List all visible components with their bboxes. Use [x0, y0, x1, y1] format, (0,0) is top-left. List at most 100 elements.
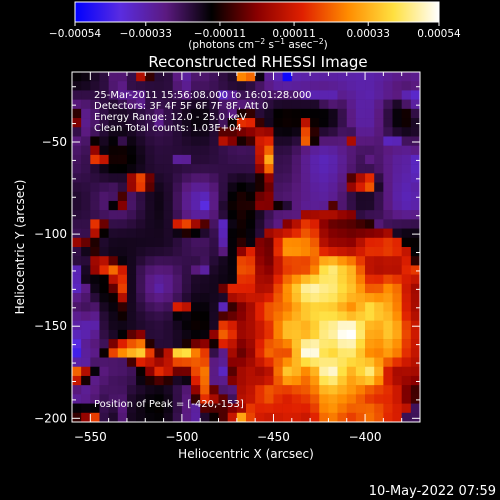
heatmap-cell: [200, 394, 210, 404]
heatmap-cell: [218, 72, 228, 82]
heatmap-cell: [328, 329, 338, 340]
heatmap-cell: [264, 394, 274, 404]
heatmap-cell: [200, 311, 210, 321]
heatmap-cell: [355, 200, 366, 211]
heatmap-cell: [282, 311, 293, 321]
heatmap-cell: [383, 385, 393, 395]
heatmap-cell: [300, 99, 311, 110]
heatmap-cell: [227, 200, 238, 211]
heatmap-cell: [346, 108, 357, 119]
heatmap-cell: [72, 145, 82, 156]
heatmap-cell: [163, 200, 174, 211]
heatmap-cell: [310, 274, 320, 285]
heatmap-cell: [108, 99, 119, 110]
heatmap-cell: [300, 136, 311, 146]
heatmap-cell: [154, 72, 164, 82]
heatmap-cell: [145, 412, 155, 422]
heatmap-cell: [81, 274, 91, 285]
heatmap-cell: [209, 412, 219, 422]
heatmap-cell: [310, 136, 320, 146]
heatmap-cell: [383, 394, 393, 404]
heatmap-cell: [81, 108, 91, 119]
heatmap-cell: [264, 274, 274, 285]
heatmap-cell: [291, 357, 302, 368]
heatmap-cell: [273, 302, 283, 312]
heatmap-cell: [191, 375, 201, 386]
x-tick-label: −450: [257, 430, 290, 444]
heatmap-cell: [300, 329, 311, 340]
heatmap-cell: [273, 145, 283, 156]
heatmap-cell: [246, 182, 256, 193]
heatmap-cell: [218, 154, 228, 165]
heatmap-cell: [227, 219, 238, 229]
heatmap-cell: [163, 210, 174, 220]
heatmap-cell: [291, 154, 302, 165]
heatmap-cell: [264, 256, 274, 266]
heatmap-cell: [136, 311, 146, 321]
heatmap-cell: [319, 81, 329, 91]
heatmap-cell: [374, 357, 384, 368]
heatmap-cell: [246, 136, 256, 146]
heatmap-cell: [108, 339, 119, 349]
heatmap-cell: [209, 81, 219, 91]
heatmap-cell: [172, 191, 183, 202]
heatmap-cell: [401, 108, 412, 119]
heatmap-cell: [392, 127, 402, 137]
heatmap-cell: [209, 127, 219, 137]
heatmap-cell: [337, 385, 348, 395]
heatmap-cell: [108, 127, 119, 137]
heatmap-cell: [392, 339, 402, 349]
heatmap-cell: [246, 329, 256, 340]
plot-frame: [71, 71, 421, 423]
heatmap-cell: [99, 228, 109, 239]
peak-position-label: Position of Peak = [-420,-153]: [94, 399, 244, 410]
heatmap-cell: [200, 237, 210, 248]
heatmap-cell: [163, 127, 174, 137]
heatmap-cell: [328, 108, 338, 119]
heatmap-cell: [255, 99, 265, 110]
heatmap-cell: [383, 182, 393, 193]
heatmap-cell: [291, 200, 302, 211]
heatmap-cell: [99, 210, 109, 220]
heatmap-cell: [310, 127, 320, 137]
heatmap-cell: [145, 237, 155, 248]
heatmap-cell: [90, 348, 100, 358]
heatmap-cell: [383, 247, 393, 257]
heatmap-cell: [392, 357, 402, 368]
heatmap-cell: [81, 320, 91, 331]
heatmap-cell: [163, 136, 174, 146]
heatmap-cell: [154, 182, 164, 193]
heatmap-cell: [383, 265, 393, 275]
heatmap-cell: [99, 136, 109, 146]
heatmap-cell: [337, 311, 348, 321]
heatmap-cell: [392, 173, 402, 183]
heatmap-cell: [145, 99, 155, 110]
heatmap-cell: [374, 164, 384, 174]
heatmap-cell: [126, 210, 137, 220]
heatmap-cell: [264, 72, 274, 82]
heatmap-cell: [209, 375, 219, 386]
heatmap-cell: [163, 394, 174, 404]
heatmap-cell: [145, 256, 155, 266]
heatmap-cell: [246, 127, 256, 137]
heatmap-cell: [291, 265, 302, 275]
heatmap-cell: [72, 210, 82, 220]
heatmap-cell: [218, 118, 228, 128]
heatmap-cell: [355, 219, 366, 229]
heatmap-cell: [227, 385, 238, 395]
heatmap-cell: [319, 403, 329, 414]
heatmap-cell: [291, 191, 302, 202]
heatmap-cell: [227, 412, 238, 422]
heatmap-cell: [328, 173, 338, 183]
heatmap-cell: [108, 164, 119, 174]
heatmap-cell: [401, 127, 412, 137]
heatmap-cell: [191, 311, 201, 321]
heatmap-cell: [401, 366, 412, 377]
heatmap-cell: [401, 237, 412, 248]
heatmap-cell: [108, 210, 119, 220]
heatmap-cell: [291, 375, 302, 386]
heatmap-cell: [401, 118, 412, 128]
heatmap-cell: [90, 403, 100, 414]
heatmap-cell: [346, 274, 357, 285]
heatmap-cell: [282, 154, 293, 165]
